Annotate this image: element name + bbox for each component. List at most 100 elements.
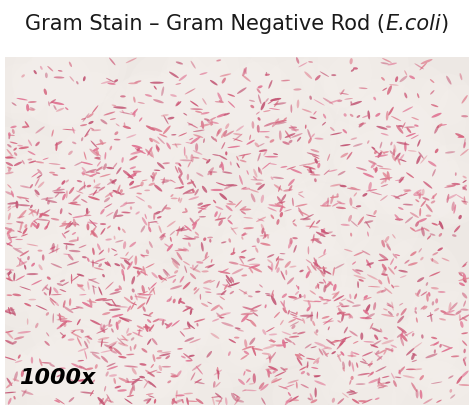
Ellipse shape — [423, 399, 433, 404]
Ellipse shape — [248, 190, 259, 193]
Point — [22, 400, 29, 406]
Ellipse shape — [391, 348, 393, 353]
Ellipse shape — [328, 282, 333, 286]
Ellipse shape — [84, 134, 89, 138]
Ellipse shape — [393, 196, 400, 200]
Point — [73, 318, 81, 324]
Ellipse shape — [318, 254, 327, 259]
Ellipse shape — [385, 382, 391, 384]
Ellipse shape — [184, 225, 191, 232]
Ellipse shape — [84, 336, 90, 338]
Ellipse shape — [171, 373, 178, 377]
Ellipse shape — [196, 399, 203, 404]
Ellipse shape — [31, 357, 33, 364]
Ellipse shape — [60, 332, 64, 336]
Ellipse shape — [368, 161, 377, 165]
Ellipse shape — [462, 201, 467, 205]
Ellipse shape — [130, 167, 136, 170]
Ellipse shape — [156, 357, 162, 359]
Ellipse shape — [288, 179, 295, 187]
Ellipse shape — [26, 104, 29, 112]
Ellipse shape — [354, 193, 357, 197]
Ellipse shape — [310, 239, 318, 242]
Ellipse shape — [132, 145, 143, 149]
Ellipse shape — [90, 150, 99, 157]
Ellipse shape — [301, 384, 309, 388]
Ellipse shape — [415, 307, 417, 311]
Ellipse shape — [180, 276, 184, 283]
Ellipse shape — [145, 214, 147, 220]
Ellipse shape — [291, 126, 297, 133]
Ellipse shape — [413, 190, 421, 196]
Ellipse shape — [257, 144, 264, 147]
Ellipse shape — [175, 228, 185, 232]
Ellipse shape — [95, 364, 98, 369]
Ellipse shape — [253, 177, 257, 180]
Ellipse shape — [90, 228, 96, 236]
Ellipse shape — [170, 195, 173, 198]
Ellipse shape — [382, 340, 394, 344]
Ellipse shape — [463, 357, 466, 361]
Ellipse shape — [234, 337, 239, 339]
Ellipse shape — [7, 150, 12, 156]
Ellipse shape — [12, 379, 19, 382]
Ellipse shape — [410, 213, 419, 218]
Point — [147, 106, 155, 113]
Ellipse shape — [107, 363, 116, 367]
Point — [416, 277, 423, 283]
Ellipse shape — [297, 138, 301, 142]
Ellipse shape — [417, 290, 421, 296]
Ellipse shape — [21, 234, 28, 237]
Ellipse shape — [452, 235, 456, 237]
Ellipse shape — [107, 261, 111, 267]
Ellipse shape — [235, 201, 242, 208]
Ellipse shape — [415, 228, 425, 232]
Ellipse shape — [263, 235, 268, 240]
Ellipse shape — [17, 145, 23, 147]
Ellipse shape — [426, 282, 428, 286]
Ellipse shape — [324, 347, 332, 349]
Ellipse shape — [317, 283, 319, 290]
Ellipse shape — [202, 159, 209, 161]
Ellipse shape — [190, 273, 196, 280]
Ellipse shape — [88, 197, 100, 201]
Ellipse shape — [126, 135, 137, 139]
Ellipse shape — [352, 399, 359, 404]
Ellipse shape — [157, 137, 165, 145]
Ellipse shape — [164, 244, 170, 247]
Ellipse shape — [88, 279, 100, 284]
Ellipse shape — [143, 398, 152, 401]
Ellipse shape — [193, 151, 202, 155]
Ellipse shape — [221, 162, 224, 172]
Ellipse shape — [182, 282, 191, 290]
Ellipse shape — [387, 303, 393, 308]
Ellipse shape — [439, 221, 444, 230]
Ellipse shape — [265, 368, 276, 370]
Ellipse shape — [182, 238, 196, 240]
Ellipse shape — [14, 162, 22, 167]
Point — [341, 351, 348, 358]
Point — [30, 230, 38, 237]
Ellipse shape — [205, 252, 208, 259]
Ellipse shape — [26, 200, 29, 203]
Ellipse shape — [17, 197, 22, 200]
Point — [107, 224, 114, 230]
Ellipse shape — [205, 292, 211, 293]
Ellipse shape — [270, 339, 275, 343]
Ellipse shape — [374, 335, 378, 340]
Ellipse shape — [380, 178, 392, 180]
Ellipse shape — [90, 172, 95, 173]
Ellipse shape — [267, 254, 274, 258]
Ellipse shape — [243, 228, 254, 230]
Ellipse shape — [105, 282, 114, 290]
Ellipse shape — [336, 304, 343, 308]
Ellipse shape — [120, 204, 128, 208]
Ellipse shape — [401, 330, 403, 340]
Ellipse shape — [319, 297, 324, 299]
Ellipse shape — [281, 271, 285, 280]
Ellipse shape — [87, 222, 98, 225]
Ellipse shape — [268, 81, 273, 90]
Ellipse shape — [381, 185, 388, 188]
Ellipse shape — [344, 249, 353, 252]
Ellipse shape — [378, 382, 382, 385]
